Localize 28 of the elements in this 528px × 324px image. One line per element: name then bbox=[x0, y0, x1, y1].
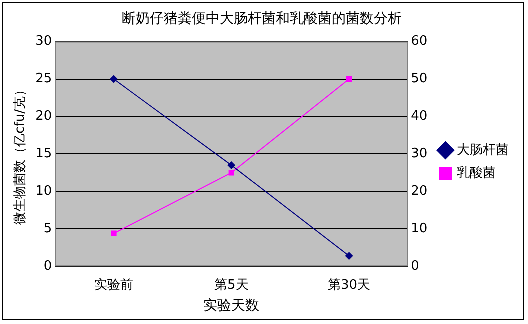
point bbox=[346, 76, 352, 82]
chart-title: 断奶仔猪粪便中大肠杆菌和乳酸菌的菌数分析 bbox=[122, 11, 402, 28]
x-tick-label: 第5天 bbox=[214, 278, 249, 293]
y2-tick-label: 60 bbox=[411, 34, 428, 50]
point bbox=[345, 252, 354, 260]
point bbox=[110, 75, 118, 84]
x-tick-label: 实验前 bbox=[94, 278, 134, 293]
point bbox=[111, 230, 117, 236]
y-tick-label: 25 bbox=[36, 72, 52, 87]
y2-tick-label: 50 bbox=[411, 72, 428, 87]
y-tick-label: 5 bbox=[44, 222, 52, 237]
x-axis-title: 实验天数 bbox=[204, 298, 260, 314]
y2-tick-label: 40 bbox=[411, 109, 428, 124]
y-axis-title: 微生物菌数（亿cfu/克） bbox=[13, 84, 28, 225]
y2-tick-label: 20 bbox=[411, 184, 428, 200]
y-tick-label: 0 bbox=[44, 258, 52, 274]
point bbox=[228, 170, 234, 176]
y2-tick-label: 0 bbox=[411, 258, 420, 274]
x-tick-label: 第30天 bbox=[328, 278, 371, 293]
point bbox=[228, 161, 236, 170]
y2-tick-label: 10 bbox=[411, 222, 428, 237]
y2-tick-label: 30 bbox=[411, 146, 428, 162]
legend-label: 大肠杆菌 bbox=[457, 142, 510, 158]
y-tick-label: 20 bbox=[36, 109, 52, 124]
y-tick-label: 30 bbox=[36, 34, 52, 50]
legend-label: 乳酸菌 bbox=[457, 166, 496, 181]
y-tick-label: 10 bbox=[36, 184, 52, 200]
y-tick-label: 15 bbox=[36, 146, 52, 162]
